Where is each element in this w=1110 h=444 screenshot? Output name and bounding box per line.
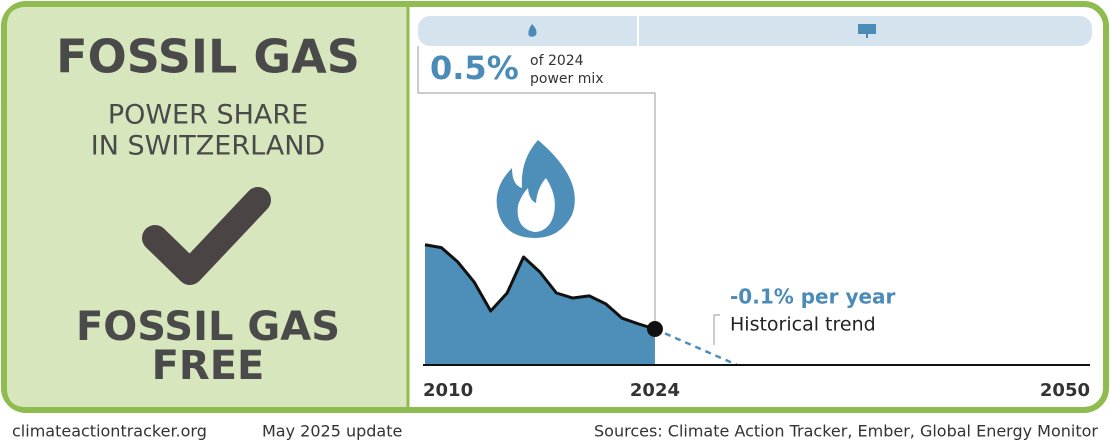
subtitle: POWER SHARE (108, 100, 308, 131)
trend-line (654, 327, 738, 367)
line (424, 243, 656, 331)
checkmark (142, 187, 271, 285)
headline-value: 0.5% (430, 49, 519, 87)
status: FREE (152, 343, 265, 389)
status: FOSSIL GAS (76, 304, 340, 350)
trend-label: -0.1% per year (730, 285, 896, 309)
flame-icon (496, 140, 575, 238)
headline-text: of 2024 (530, 53, 584, 69)
flame-inner (517, 178, 555, 232)
x-tick-label: 2024 (630, 380, 680, 401)
footer-sources: Sources: Climate Action Tracker, Ember, … (594, 422, 1098, 441)
title: FOSSIL GAS (56, 30, 360, 84)
area (425, 244, 655, 365)
trend-bracket (713, 314, 720, 345)
last-point (646, 321, 663, 337)
left-panel (7, 7, 408, 407)
gas-icon (528, 24, 537, 37)
x-tick-label: 2050 (1040, 380, 1090, 401)
footer-site: climateactiontracker.org (12, 422, 207, 441)
subtitle: IN SWITZERLAND (91, 131, 325, 162)
headline-connector (417, 46, 656, 329)
source-bar (418, 16, 1092, 46)
x-tick-label: 2010 (423, 380, 473, 401)
headline-text: power mix (530, 71, 604, 87)
footer-update: May 2025 update (262, 422, 402, 441)
solar-icon (858, 24, 876, 38)
trend-note: Historical trend (730, 314, 876, 336)
